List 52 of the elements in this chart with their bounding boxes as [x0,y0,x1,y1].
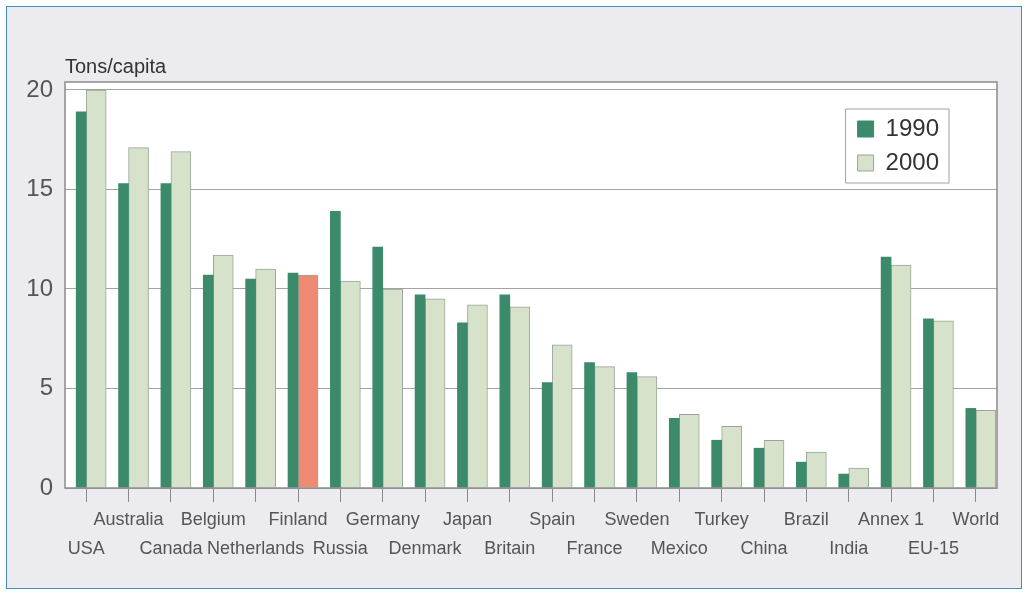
x-tick-label: Russia [312,538,369,559]
bar [753,447,765,488]
x-tick-label: Japan [442,509,492,530]
x-tick-label: Britain [484,538,536,559]
x-tick-label: Australia [93,509,165,530]
bar [160,183,172,488]
bar [245,278,256,488]
bar [838,473,850,488]
y-axis-title: Tons/capita [65,55,168,77]
x-tick-label: Germany [345,509,420,530]
x-tick-label: Mexico [650,538,708,559]
x-tick-label: EU-15 [907,538,959,559]
bar [880,256,892,488]
bar [796,461,807,488]
x-tick-label: Annex 1 [858,509,925,530]
bar [202,274,214,488]
bar [668,418,680,488]
x-tick-label: China [740,538,789,559]
x-tick-label: Belgium [180,509,246,530]
y-tick-label: 15 [26,174,53,202]
x-tick-label: Turkey [694,509,749,530]
y-tick-label: 5 [39,373,53,401]
x-tick-label: USA [67,538,105,559]
bar [923,318,934,488]
bar [287,272,299,488]
y-tick-label: 0 [39,472,53,500]
bar [711,439,722,488]
bar [372,246,384,488]
x-tick-label: Brazil [783,509,829,530]
x-tick-label: Denmark [388,538,463,559]
y-tick-label: 20 [26,74,53,102]
bar [965,408,977,488]
bar [457,322,468,488]
bar [118,183,129,488]
bar [541,382,553,488]
x-tick-label: Sweden [604,509,670,530]
bar [414,294,426,488]
legend-label: 1990 [885,113,939,141]
x-tick-label: Finland [268,509,328,530]
x-tick-label: Canada [139,538,204,559]
x-tick-label: Spain [529,509,576,530]
x-tick-label: Netherlands [207,538,305,559]
x-tick-label: France [566,538,623,559]
legend-label: 2000 [885,147,939,175]
y-tick-label: 10 [26,273,53,301]
bar [584,362,595,488]
x-tick-label: World [952,509,1000,530]
bar [626,372,638,488]
bar [75,111,87,488]
bar [499,294,511,488]
x-tick-label: India [829,538,870,559]
bar [330,211,341,488]
